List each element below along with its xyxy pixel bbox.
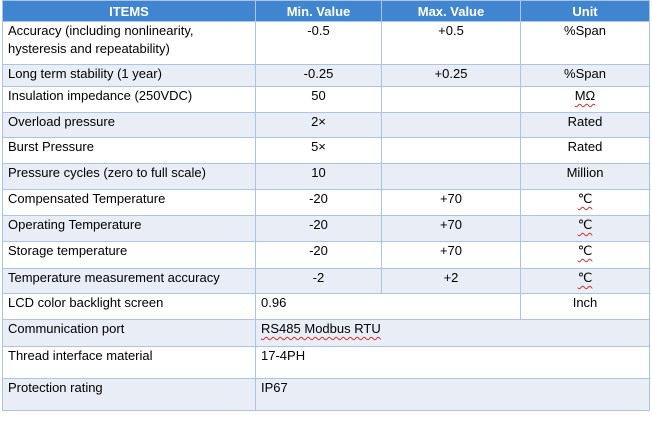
row-item: Insulation impedance (250VDC) — [2, 86, 256, 113]
table-row: Insulation impedance (250VDC) 50 MΩ — [2, 86, 650, 113]
row-max: +0.25 — [381, 64, 521, 87]
row-item: Long term stability (1 year) — [2, 64, 256, 87]
row-min: -0.25 — [255, 64, 382, 87]
table-row: Long term stability (1 year) -0.25 +0.25… — [2, 64, 650, 87]
row-min: -0.5 — [255, 21, 382, 65]
row-item: Storage temperature — [2, 241, 256, 269]
row-min: 0.96 — [255, 293, 521, 320]
table-row: Overload pressure 2× Rated — [2, 112, 650, 138]
row-min: -20 — [255, 241, 382, 269]
row-min: -2 — [255, 268, 382, 294]
row-unit-text: ℃ — [577, 217, 593, 232]
row-value-text: RS485 Modbus RTU — [261, 321, 381, 336]
row-min: 5× — [255, 137, 382, 164]
row-item: Overload pressure — [2, 112, 256, 138]
row-min: 2× — [255, 112, 382, 138]
row-unit-text: ℃ — [577, 270, 593, 285]
row-max: +2 — [381, 268, 521, 294]
row-unit-text: ℃ — [577, 191, 593, 206]
row-item: Protection rating — [2, 378, 256, 411]
row-item: Thread interface material — [2, 346, 256, 379]
table-row: Communication port RS485 Modbus RTU — [2, 319, 650, 347]
row-item: Pressure cycles (zero to full scale) — [2, 163, 256, 190]
row-value: 17-4PH — [255, 346, 650, 379]
row-unit: ℃ — [520, 215, 650, 242]
row-item: Compensated Temperature — [2, 189, 256, 216]
row-unit: ℃ — [520, 268, 650, 294]
row-unit: Rated — [520, 112, 650, 138]
row-max — [381, 163, 521, 190]
row-max: +70 — [381, 241, 521, 269]
row-item: LCD color backlight screen — [2, 293, 256, 320]
row-unit: Million — [520, 163, 650, 190]
row-unit: MΩ — [520, 86, 650, 113]
table-row: Protection rating IP67 — [2, 378, 650, 411]
row-value: IP67 — [255, 378, 650, 411]
row-unit: %Span — [520, 64, 650, 87]
row-max — [381, 112, 521, 138]
row-item: Temperature measurement accuracy — [2, 268, 256, 294]
row-min: -20 — [255, 189, 382, 216]
row-unit-text: MΩ — [574, 88, 596, 103]
row-max — [381, 86, 521, 113]
row-value: RS485 Modbus RTU — [255, 319, 650, 347]
table-row: Temperature measurement accuracy -2 +2 ℃ — [2, 268, 650, 294]
header-items: ITEMS — [2, 0, 256, 22]
row-min: 10 — [255, 163, 382, 190]
row-item: Accuracy (including nonlinearity, hyster… — [2, 21, 256, 65]
row-unit: Rated — [520, 137, 650, 164]
row-unit: Inch — [520, 293, 650, 320]
row-min-text: 0.96 — [261, 295, 287, 310]
row-item: Burst Pressure — [2, 137, 256, 164]
table-row: Storage temperature -20 +70 ℃ — [2, 241, 650, 269]
row-min: -20 — [255, 215, 382, 242]
row-item-text: Accuracy (including nonlinearity, hyster… — [8, 23, 194, 56]
row-unit: %Span — [520, 21, 650, 65]
row-min: 50 — [255, 86, 382, 113]
table-row: Compensated Temperature -20 +70 ℃ — [2, 189, 650, 216]
row-max: +70 — [381, 215, 521, 242]
header-min-value: Min. Value — [255, 0, 382, 22]
row-max: +70 — [381, 189, 521, 216]
row-unit: ℃ — [520, 241, 650, 269]
table-row: LCD color backlight screen 0.96 Inch — [2, 293, 650, 320]
table-row: Thread interface material 17-4PH — [2, 346, 650, 379]
table-row: Pressure cycles (zero to full scale) 10 … — [2, 163, 650, 190]
header-unit: Unit — [520, 0, 650, 22]
header-max-value: Max. Value — [381, 0, 521, 22]
table-row: Burst Pressure 5× Rated — [2, 137, 650, 164]
table-row: Operating Temperature -20 +70 ℃ — [2, 215, 650, 242]
table-header-row: ITEMS Min. Value Max. Value Unit — [2, 0, 650, 22]
row-max — [381, 137, 521, 164]
specification-table: ITEMS Min. Value Max. Value Unit Accurac… — [2, 0, 650, 411]
row-max: +0.5 — [381, 21, 521, 65]
table-row: Accuracy (including nonlinearity, hyster… — [2, 21, 650, 65]
row-unit-text: ℃ — [577, 243, 593, 258]
row-unit: ℃ — [520, 189, 650, 216]
row-item: Operating Temperature — [2, 215, 256, 242]
row-item: Communication port — [2, 319, 256, 347]
